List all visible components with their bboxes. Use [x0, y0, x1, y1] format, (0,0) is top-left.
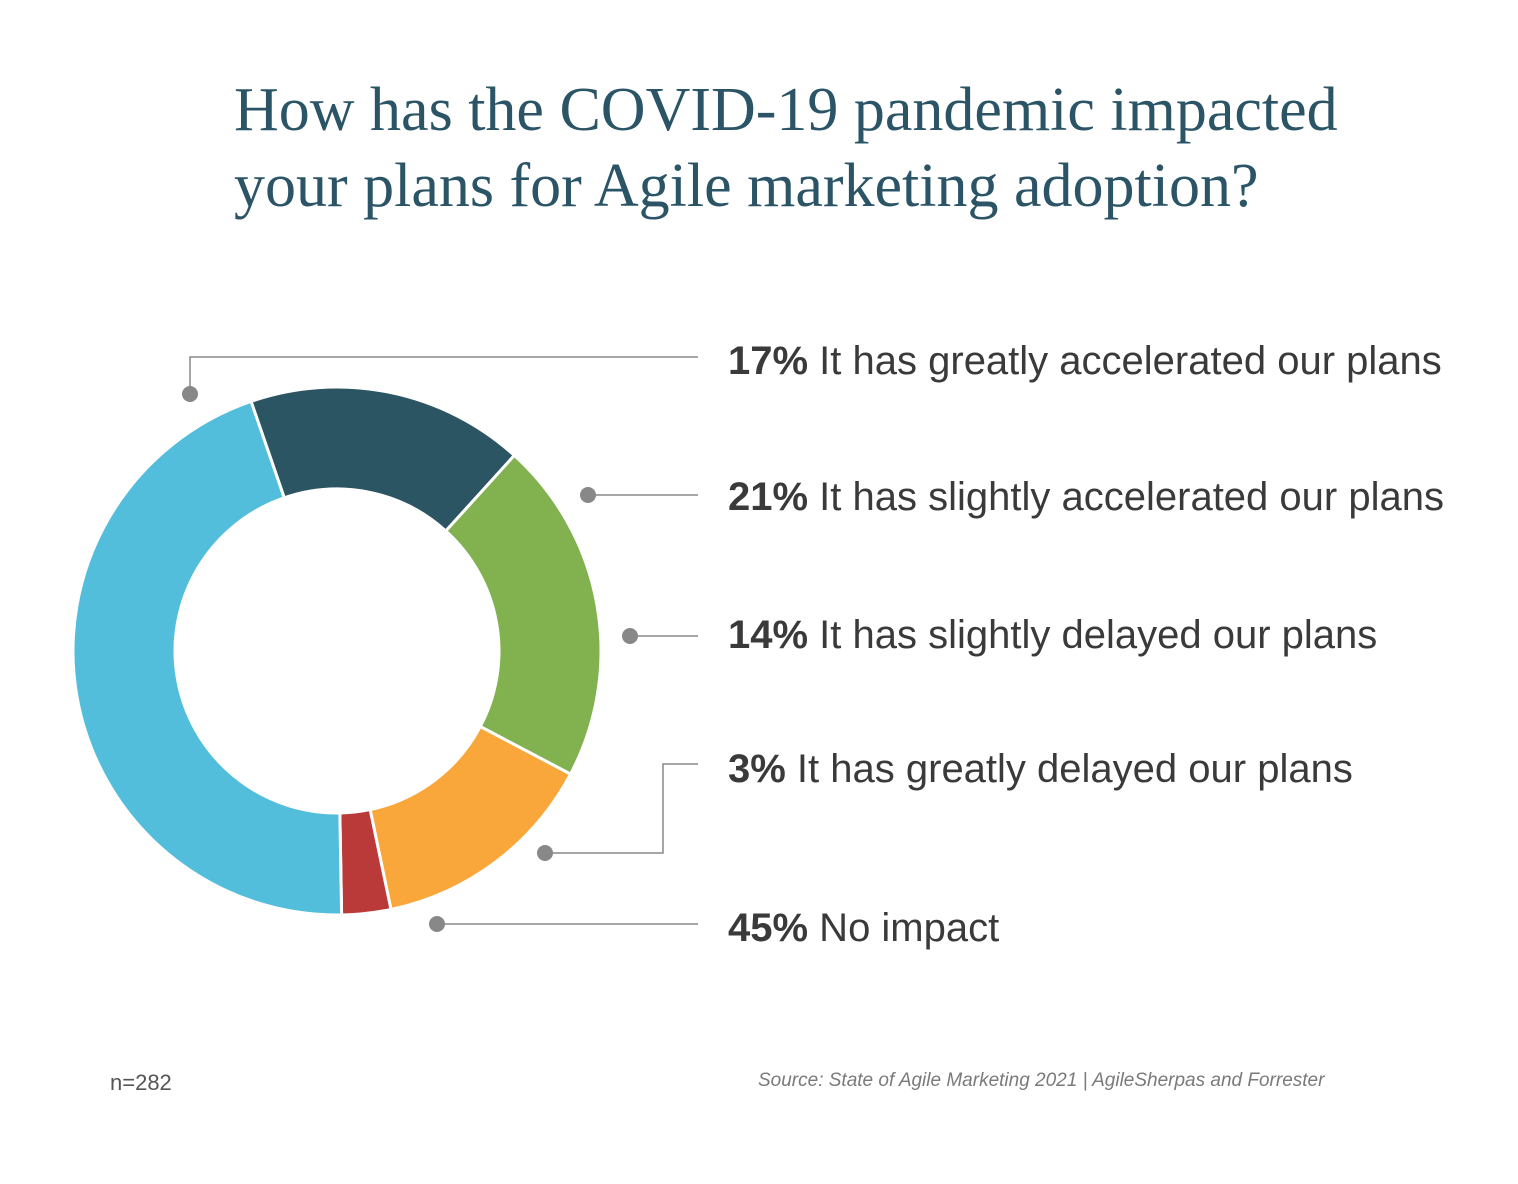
slice-category-1: It has greatly accelerated our plans: [808, 339, 1442, 383]
chart-title-line-1: How has the COVID-19 pandemic impacted: [234, 76, 1338, 144]
slice-percent-5: 45%: [728, 906, 808, 950]
slice-category-2: It has slightly accelerated our plans: [808, 475, 1444, 519]
slice-category-5: No impact: [808, 906, 999, 950]
slice-label-2: 21% It has slightly accelerated our plan…: [728, 475, 1444, 519]
slice-category-4: It has greatly delayed our plans: [786, 747, 1353, 791]
slice-percent-4: 3%: [728, 747, 786, 791]
slice-category-3: It has slightly delayed our plans: [808, 613, 1377, 657]
source-note: Source: State of Agile Marketing 2021 | …: [758, 1070, 1325, 1091]
slice-percent-2: 21%: [728, 475, 808, 519]
slice-label-5: 45% No impact: [728, 906, 999, 950]
leader-line-4: [545, 763, 698, 854]
leader-line-1: [189, 356, 698, 394]
slice-percent-1: 17%: [728, 339, 808, 383]
leader-dot-1: [182, 386, 198, 402]
leader-dot-2: [580, 487, 596, 503]
leader-dot-3: [622, 628, 638, 644]
leader-dot-4: [537, 845, 553, 861]
slice-label-1: 17% It has greatly accelerated our plans: [728, 339, 1442, 383]
slice-percent-3: 14%: [728, 613, 808, 657]
sample-size: n=282: [110, 1070, 172, 1095]
chart-title-line-2: your plans for Agile marketing adoption?: [234, 152, 1259, 220]
leader-dot-5: [429, 916, 445, 932]
slice-label-3: 14% It has slightly delayed our plans: [728, 613, 1377, 657]
donut-slice-5: [71, 399, 344, 917]
slice-label-4: 3% It has greatly delayed our plans: [728, 747, 1353, 791]
donut-slice-2: [443, 453, 603, 777]
chart-title: How has the COVID-19 pandemic impacted y…: [234, 72, 1514, 224]
